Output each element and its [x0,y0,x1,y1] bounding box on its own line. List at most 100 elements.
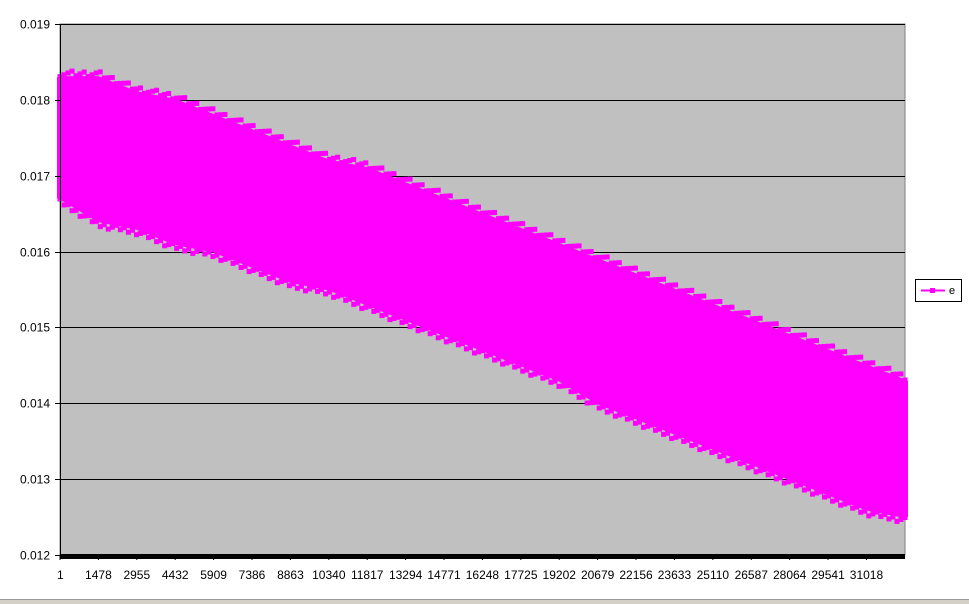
series-e-marker-upper [600,254,606,260]
series-e-marker-upper [302,145,308,151]
series-e-marker-lower [129,227,135,233]
series-e-marker-upper [367,166,373,172]
x-tick-label: 26587 [735,568,769,582]
series-e-marker-lower [65,202,71,208]
x-tick-label: 23633 [658,568,692,582]
series-e-marker-lower [717,454,723,460]
series-e-marker-upper [73,73,79,79]
series-e-marker-upper [387,171,393,177]
series-e-marker-lower [882,512,888,518]
series-e-marker-lower [306,286,312,292]
series-e-marker-upper [170,96,176,102]
series-e-marker-lower [109,224,115,230]
x-tick-label: 8863 [277,568,304,582]
series-e-marker-lower [395,314,401,320]
series-e-marker-upper [745,310,751,316]
series-e-marker-lower [785,479,791,485]
series-e-marker-upper [894,371,900,377]
series-e-marker-lower [375,307,381,313]
series-e-marker-lower [548,379,554,385]
series-e-marker-lower [137,230,143,236]
series-e-marker-upper [632,265,638,271]
series-e-marker-upper [266,128,272,134]
series-e-marker-lower [560,383,566,389]
series-e-marker-lower [745,465,751,471]
series-e-marker-upper [146,89,152,95]
series-e-marker-lower [596,405,602,411]
y-tick-label: 0.019 [20,18,50,32]
series-e-marker-lower [673,434,679,440]
series-e-marker-lower [544,374,550,380]
series-e-marker-lower [238,264,244,270]
series-e-marker-upper [528,227,534,233]
series-e-marker-lower [757,468,763,474]
series-e-marker-upper [552,238,558,244]
series-e-marker-upper [166,91,172,97]
series-e-marker-lower [524,367,530,373]
series-e-marker-upper [238,117,244,123]
series-e-marker-lower [415,328,421,334]
x-tick-label: 19202 [543,568,577,582]
series-e-marker-upper [242,123,248,129]
series-e-marker-lower [347,296,353,302]
series-e-marker-upper [689,287,695,293]
series-e-marker-upper [636,271,642,277]
x-tick-labels: 1 1478 2955 4432 5909 7386 8863 10340 11817 13294… [57,555,883,582]
series-e-marker-upper [846,355,852,361]
series-e-marker-upper [427,188,433,194]
series-e-marker-lower [612,413,618,419]
series-e-marker-upper [186,101,192,107]
series-e-marker-upper [113,81,119,87]
series-e-marker-upper [834,349,840,355]
series-e-marker-upper [709,299,715,305]
series-e-marker-lower [282,277,288,283]
series-e-marker-lower [870,511,876,517]
series-e-marker-upper [121,80,127,86]
series-e-marker-lower [391,315,397,321]
series-e-marker-lower [327,289,333,295]
series-e-marker-lower [805,486,811,492]
series-e-marker-upper [592,255,598,261]
series-e-marker-upper [93,70,99,76]
series-e-marker-upper [504,215,510,221]
series-e-marker-upper [327,156,333,162]
series-e-marker-lower [162,243,168,249]
series-e-marker-lower [677,433,683,439]
series-e-marker-upper [649,277,654,283]
series-e-marker-upper [669,282,675,288]
series-e-marker-lower [725,458,731,464]
series-e-marker-lower [761,467,767,473]
series-e-marker-upper [258,129,264,135]
series-e-marker-upper [644,271,650,277]
series-e-marker-upper [777,327,783,333]
series-e-marker-upper [801,332,807,338]
series-e-marker-upper [890,371,896,377]
series-e-marker-lower [838,502,844,508]
series-e-marker-upper [298,145,304,151]
series-e-marker-lower [624,416,630,422]
series-e-marker-lower [290,281,296,287]
legend-label-e: e [949,285,955,297]
series-e-marker-lower [488,352,494,358]
series-e-marker-lower [218,257,224,263]
series-e-marker-lower [640,424,646,430]
series-e-marker-upper [488,210,494,216]
series-e-marker-upper [355,162,361,168]
series-e-marker-upper [902,377,908,383]
series-e-marker-upper [435,187,441,193]
series-e-marker-upper [315,151,321,157]
series-e-marker-lower [121,225,127,231]
series-e-marker-upper [451,199,457,205]
series-e-marker-upper [484,210,490,216]
series-e-marker-lower [737,461,743,467]
series-e-marker-lower [636,419,642,425]
series-e-marker-upper [805,338,811,344]
series-e-marker-upper [564,244,570,250]
series-e-marker-lower [580,394,586,400]
series-e-marker-upper [580,249,586,255]
series-e-marker-lower [681,438,687,444]
series-e-marker-lower [443,339,449,345]
series-e-marker-upper [109,75,115,81]
series-e-marker-upper [158,93,164,99]
